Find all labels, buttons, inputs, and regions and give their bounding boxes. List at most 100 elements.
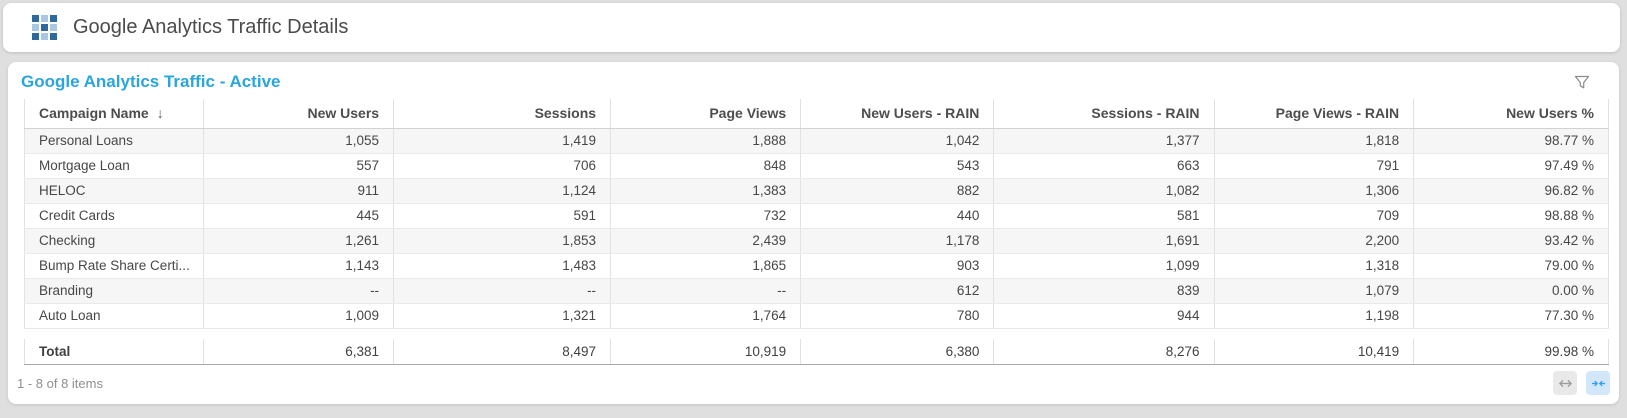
value-cell: 2,439	[610, 228, 802, 254]
pager-info: 1 - 8 of 8 items	[17, 375, 103, 391]
panel-header: Google Analytics Traffic - Active	[8, 62, 1619, 99]
value-cell: 1,483	[393, 253, 612, 279]
value-cell: 445	[203, 203, 395, 229]
table-row[interactable]: Personal Loans 1,055 1,419 1,888 1,042 1,377 1…	[24, 128, 1609, 154]
column-header-sessions[interactable]: Sessions	[393, 99, 612, 129]
expand-columns-icon[interactable]	[1553, 371, 1577, 395]
value-cell: 440	[800, 203, 995, 229]
value-cell: --	[393, 278, 612, 304]
value-cell: 98.77 %	[1413, 128, 1609, 154]
value-cell: 93.42 %	[1413, 228, 1609, 254]
column-header-label: New Users %	[1506, 105, 1594, 122]
grid-icon	[32, 15, 57, 40]
value-cell: 903	[800, 253, 995, 279]
value-cell: 1,383	[610, 178, 802, 204]
column-header-label: New Users - RAIN	[861, 105, 980, 122]
value-cell: 1,419	[393, 128, 612, 154]
column-header-label: Sessions - RAIN	[1091, 105, 1200, 122]
campaign-name-cell: Mortgage Loan	[24, 153, 204, 179]
value-cell: 944	[993, 303, 1215, 329]
value-cell: 1,055	[203, 128, 395, 154]
value-cell: 1,853	[393, 228, 612, 254]
value-cell: 663	[993, 153, 1215, 179]
value-cell: 791	[1214, 153, 1415, 179]
header-row: Campaign Name ↓ New Users Sessions Page View…	[24, 99, 1609, 129]
column-header-page-views[interactable]: Page Views	[610, 99, 802, 129]
table-row[interactable]: Branding -- -- -- 612 839 1,079 0.00 %	[24, 278, 1609, 304]
value-cell: 1,306	[1214, 178, 1415, 204]
value-cell: 848	[610, 153, 802, 179]
total-label-cell: Total	[24, 338, 204, 365]
column-header-page-views-rain[interactable]: Page Views - RAIN	[1214, 99, 1415, 129]
value-cell: 581	[993, 203, 1215, 229]
total-table: Total 6,381 8,497 10,919 6,380 8,276 10,419 99.…	[24, 338, 1609, 365]
total-value-cell: 10,419	[1214, 338, 1415, 365]
campaign-name-cell: Personal Loans	[24, 128, 204, 154]
total-value-cell: 8,276	[993, 338, 1215, 365]
campaign-name-cell: Bump Rate Share Certi...	[24, 253, 204, 279]
value-cell: 1,691	[993, 228, 1215, 254]
column-header-new-users-rain[interactable]: New Users - RAIN	[800, 99, 995, 129]
table-row[interactable]: Auto Loan 1,009 1,321 1,764 780 944 1,198 77.30…	[24, 303, 1609, 329]
value-cell: 591	[393, 203, 612, 229]
value-cell: 98.88 %	[1413, 203, 1609, 229]
table-row[interactable]: HELOC 911 1,124 1,383 882 1,082 1,306 96.82 %	[24, 178, 1609, 204]
value-cell: --	[610, 278, 802, 304]
campaign-name-cell: Branding	[24, 278, 204, 304]
filter-icon[interactable]	[1573, 73, 1591, 91]
value-cell: 1,261	[203, 228, 395, 254]
column-header-label: Sessions	[534, 105, 597, 122]
table-row[interactable]: Mortgage Loan 557 706 848 543 663 791 97.49 %	[24, 153, 1609, 179]
value-cell: 612	[800, 278, 995, 304]
value-cell: 882	[800, 178, 995, 204]
page-title: Google Analytics Traffic Details	[73, 16, 349, 38]
value-cell: 1,178	[800, 228, 995, 254]
total-value-cell: 8,497	[393, 338, 612, 365]
sort-descending-icon: ↓	[156, 105, 164, 122]
grid-footer: 1 - 8 of 8 items	[8, 365, 1619, 404]
column-header-new-users[interactable]: New Users %	[1413, 99, 1609, 129]
value-cell: 1,818	[1214, 128, 1415, 154]
column-header-new-users[interactable]: New Users	[203, 99, 395, 129]
value-cell: 1,321	[393, 303, 612, 329]
value-cell: 1,124	[393, 178, 612, 204]
campaign-name-cell: Checking	[24, 228, 204, 254]
column-header-label: Campaign Name	[39, 105, 149, 122]
campaign-name-cell: HELOC	[24, 178, 204, 204]
window-titlebar: Google Analytics Traffic Details	[3, 3, 1620, 52]
value-cell: 1,318	[1214, 253, 1415, 279]
value-cell: 1,198	[1214, 303, 1415, 329]
value-cell: 1,377	[993, 128, 1215, 154]
value-cell: 732	[610, 203, 802, 229]
value-cell: 1,143	[203, 253, 395, 279]
value-cell: 77.30 %	[1413, 303, 1609, 329]
table-row[interactable]: Bump Rate Share Certi... 1,143 1,483 1,865 9…	[24, 253, 1609, 279]
total-value-cell: 99.98 %	[1413, 338, 1609, 365]
widget-panel: Google Analytics Traffic - Active Campai…	[8, 62, 1619, 404]
value-cell: 1,009	[203, 303, 395, 329]
column-header-label: Page Views - RAIN	[1275, 105, 1400, 122]
collapse-columns-icon[interactable]	[1586, 371, 1610, 395]
column-header-sessions-rain[interactable]: Sessions - RAIN	[993, 99, 1215, 129]
table-row[interactable]: Credit Cards 445 591 732 440 581 709 98.88 %	[24, 203, 1609, 229]
panel-title[interactable]: Google Analytics Traffic - Active	[21, 72, 281, 91]
footer-buttons	[1553, 371, 1610, 395]
value-cell: 97.49 %	[1413, 153, 1609, 179]
total-value-cell: 10,919	[610, 338, 802, 365]
column-header-label: Page Views	[709, 105, 787, 122]
table-row[interactable]: Checking 1,261 1,853 2,439 1,178 1,691 2,200 93…	[24, 228, 1609, 254]
value-cell: 709	[1214, 203, 1415, 229]
value-cell: 911	[203, 178, 395, 204]
value-cell: 96.82 %	[1413, 178, 1609, 204]
value-cell: 839	[993, 278, 1215, 304]
value-cell: --	[203, 278, 395, 304]
value-cell: 780	[800, 303, 995, 329]
value-cell: 557	[203, 153, 395, 179]
total-value-cell: 6,380	[800, 338, 995, 365]
total-row: Total 6,381 8,497 10,919 6,380 8,276 10,419 99.…	[24, 338, 1609, 365]
value-cell: 1,865	[610, 253, 802, 279]
data-grid: Campaign Name ↓ New Users Sessions Page View…	[24, 99, 1609, 329]
value-cell: 1,079	[1214, 278, 1415, 304]
column-header-campaign-name[interactable]: Campaign Name ↓	[24, 99, 204, 129]
value-cell: 1,099	[993, 253, 1215, 279]
